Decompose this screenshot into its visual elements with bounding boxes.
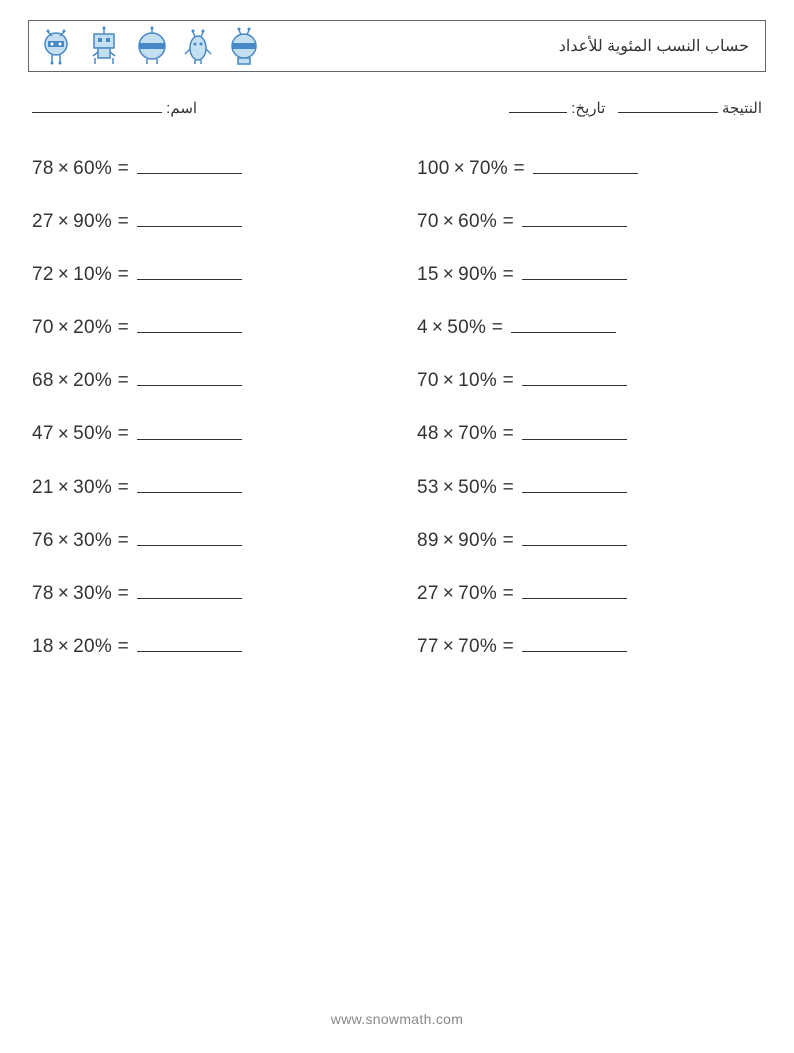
answer-blank[interactable]	[511, 316, 616, 333]
score-date-field: النتيجة تاريخ:	[509, 98, 762, 117]
problem: 18×20% =	[32, 635, 377, 658]
answer-blank[interactable]	[137, 263, 242, 280]
problem: 70×20% =	[32, 316, 377, 339]
problem: 4×50% =	[417, 316, 762, 339]
answer-blank[interactable]	[522, 476, 627, 493]
score-blank[interactable]	[618, 98, 718, 113]
problem: 27×70% =	[417, 582, 762, 605]
name-blank[interactable]	[32, 98, 162, 113]
answer-blank[interactable]	[522, 422, 627, 439]
answer-blank[interactable]	[533, 157, 638, 174]
answer-blank[interactable]	[137, 582, 242, 599]
robot-icon	[135, 26, 169, 66]
robot-icon	[183, 26, 213, 66]
robot-icons-row	[39, 26, 261, 66]
problem: 100×70% =	[417, 157, 762, 180]
footer-link: www.snowmath.com	[0, 1011, 794, 1027]
answer-blank[interactable]	[522, 210, 627, 227]
answer-blank[interactable]	[137, 316, 242, 333]
answer-blank[interactable]	[137, 210, 242, 227]
robot-icon	[39, 26, 73, 66]
answer-blank[interactable]	[137, 476, 242, 493]
date-blank[interactable]	[509, 98, 567, 113]
answer-blank[interactable]	[522, 582, 627, 599]
page-title: حساب النسب المئوية للأعداد	[559, 36, 749, 56]
answer-blank[interactable]	[522, 529, 627, 546]
answer-blank[interactable]	[522, 263, 627, 280]
problem: 77×70% =	[417, 635, 762, 658]
answer-blank[interactable]	[137, 422, 242, 439]
problem: 70×60% =	[417, 210, 762, 233]
answer-blank[interactable]	[137, 157, 242, 174]
problem: 53×50% =	[417, 476, 762, 499]
problem: 70×10% =	[417, 369, 762, 392]
answer-blank[interactable]	[137, 529, 242, 546]
problem: 21×30% =	[32, 476, 377, 499]
header-box: حساب النسب المئوية للأعداد	[28, 20, 766, 72]
answer-blank[interactable]	[137, 369, 242, 386]
problem: 68×20% =	[32, 369, 377, 392]
problem: 27×90% =	[32, 210, 377, 233]
robot-icon	[227, 26, 261, 66]
problem: 48×70% =	[417, 422, 762, 445]
problems-grid: 78×60% = 100×70% = 27×90% = 70×60% = 72×…	[28, 157, 766, 658]
problem: 78×60% =	[32, 157, 377, 180]
problem: 47×50% =	[32, 422, 377, 445]
robot-icon	[87, 26, 121, 66]
problem: 15×90% =	[417, 263, 762, 286]
date-label: تاريخ:	[571, 100, 605, 117]
score-label: النتيجة	[722, 100, 762, 117]
problem: 89×90% =	[417, 529, 762, 552]
answer-blank[interactable]	[522, 635, 627, 652]
meta-row: اسم: النتيجة تاريخ:	[28, 98, 766, 117]
answer-blank[interactable]	[137, 635, 242, 652]
problem: 76×30% =	[32, 529, 377, 552]
problem: 78×30% =	[32, 582, 377, 605]
answer-blank[interactable]	[522, 369, 627, 386]
problem: 72×10% =	[32, 263, 377, 286]
name-field: اسم:	[32, 98, 197, 117]
name-label: اسم:	[166, 100, 197, 117]
